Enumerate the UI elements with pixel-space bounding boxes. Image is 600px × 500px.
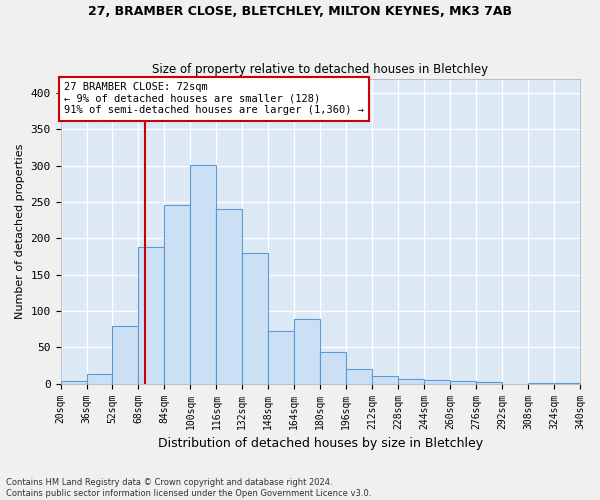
Y-axis label: Number of detached properties: Number of detached properties bbox=[15, 144, 25, 319]
Bar bbox=[86, 374, 112, 384]
Text: 27 BRAMBER CLOSE: 72sqm
← 9% of detached houses are smaller (128)
91% of semi-de: 27 BRAMBER CLOSE: 72sqm ← 9% of detached… bbox=[64, 82, 364, 116]
Bar bbox=[554, 383, 580, 384]
Bar bbox=[190, 165, 217, 384]
Bar bbox=[476, 382, 502, 384]
Bar bbox=[242, 253, 268, 384]
X-axis label: Distribution of detached houses by size in Bletchley: Distribution of detached houses by size … bbox=[158, 437, 483, 450]
Text: Contains HM Land Registry data © Crown copyright and database right 2024.
Contai: Contains HM Land Registry data © Crown c… bbox=[6, 478, 371, 498]
Bar bbox=[320, 352, 346, 384]
Bar bbox=[61, 381, 86, 384]
Bar bbox=[268, 330, 294, 384]
Bar bbox=[112, 326, 139, 384]
Bar bbox=[294, 319, 320, 384]
Bar bbox=[398, 380, 424, 384]
Bar bbox=[450, 381, 476, 384]
Bar bbox=[424, 380, 450, 384]
Bar bbox=[217, 210, 242, 384]
Bar bbox=[372, 376, 398, 384]
Text: 27, BRAMBER CLOSE, BLETCHLEY, MILTON KEYNES, MK3 7AB: 27, BRAMBER CLOSE, BLETCHLEY, MILTON KEY… bbox=[88, 5, 512, 18]
Bar bbox=[139, 247, 164, 384]
Title: Size of property relative to detached houses in Bletchley: Size of property relative to detached ho… bbox=[152, 63, 488, 76]
Bar bbox=[346, 369, 372, 384]
Bar bbox=[164, 205, 190, 384]
Bar bbox=[528, 383, 554, 384]
